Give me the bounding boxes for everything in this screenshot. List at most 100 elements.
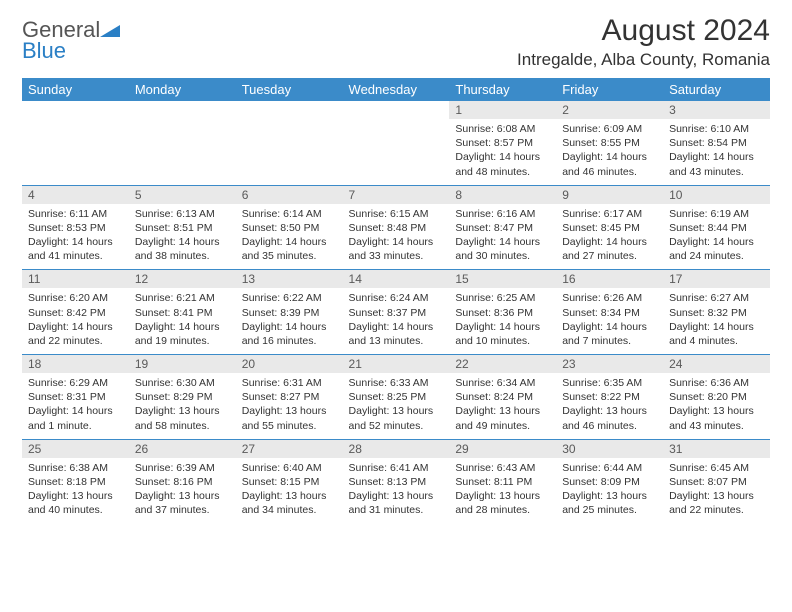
sunrise-text: Sunrise: 6:33 AM (349, 376, 444, 390)
calendar-day-cell: 16Sunrise: 6:26 AMSunset: 8:34 PMDayligh… (556, 269, 663, 354)
title-block: August 2024 Intregalde, Alba County, Rom… (517, 14, 770, 70)
sunrise-text: Sunrise: 6:20 AM (28, 291, 123, 305)
calendar-day-cell: 5Sunrise: 6:13 AMSunset: 8:51 PMDaylight… (129, 185, 236, 270)
sunset-text: Sunset: 8:24 PM (455, 390, 550, 404)
sunset-text: Sunset: 8:57 PM (455, 136, 550, 150)
day-number: 14 (343, 269, 450, 288)
calendar-day-cell: 13Sunrise: 6:22 AMSunset: 8:39 PMDayligh… (236, 269, 343, 354)
day-content: Sunrise: 6:29 AMSunset: 8:31 PMDaylight:… (22, 373, 129, 439)
daylight-text: Daylight: 14 hours and 10 minutes. (455, 320, 550, 348)
calendar-day-cell (22, 101, 129, 185)
sunrise-text: Sunrise: 6:29 AM (28, 376, 123, 390)
day-header: Sunday (22, 78, 129, 101)
sunrise-text: Sunrise: 6:38 AM (28, 461, 123, 475)
calendar-week-row: 4Sunrise: 6:11 AMSunset: 8:53 PMDaylight… (22, 185, 770, 270)
daylight-text: Daylight: 14 hours and 48 minutes. (455, 150, 550, 178)
day-content: Sunrise: 6:27 AMSunset: 8:32 PMDaylight:… (663, 288, 770, 354)
daylight-text: Daylight: 13 hours and 40 minutes. (28, 489, 123, 517)
sunrise-text: Sunrise: 6:09 AM (562, 122, 657, 136)
day-number: 19 (129, 354, 236, 373)
daylight-text: Daylight: 14 hours and 19 minutes. (135, 320, 230, 348)
calendar-day-cell: 1 Sunrise: 6:08 AMSunset: 8:57 PMDaylight… (449, 101, 556, 185)
day-content: Sunrise: 6:16 AMSunset: 8:47 PMDaylight:… (449, 204, 556, 270)
day-number: 27 (236, 439, 343, 458)
sunset-text: Sunset: 8:07 PM (669, 475, 764, 489)
sunrise-text: Sunrise: 6:24 AM (349, 291, 444, 305)
day-content: Sunrise: 6:45 AMSunset: 8:07 PMDaylight:… (663, 458, 770, 524)
sunset-text: Sunset: 8:44 PM (669, 221, 764, 235)
day-content: Sunrise: 6:09 AMSunset: 8:55 PMDaylight:… (556, 119, 663, 185)
sunset-text: Sunset: 8:47 PM (455, 221, 550, 235)
calendar-header-row: Sunday Monday Tuesday Wednesday Thursday… (22, 78, 770, 101)
sunset-text: Sunset: 8:51 PM (135, 221, 230, 235)
day-content: Sunrise: 6:34 AMSunset: 8:24 PMDaylight:… (449, 373, 556, 439)
calendar-day-cell: 3Sunrise: 6:10 AMSunset: 8:54 PMDaylight… (663, 101, 770, 185)
day-number: 20 (236, 354, 343, 373)
sunset-text: Sunset: 8:45 PM (562, 221, 657, 235)
sunrise-text: Sunrise: 6:19 AM (669, 207, 764, 221)
sunset-text: Sunset: 8:29 PM (135, 390, 230, 404)
calendar-day-cell: 17Sunrise: 6:27 AMSunset: 8:32 PMDayligh… (663, 269, 770, 354)
day-number: 13 (236, 269, 343, 288)
sunrise-text: Sunrise: 6:27 AM (669, 291, 764, 305)
calendar-day-cell: 4Sunrise: 6:11 AMSunset: 8:53 PMDaylight… (22, 185, 129, 270)
daylight-text: Daylight: 14 hours and 30 minutes. (455, 235, 550, 263)
day-content: Sunrise: 6:40 AMSunset: 8:15 PMDaylight:… (236, 458, 343, 524)
day-number: 10 (663, 185, 770, 204)
sunrise-text: Sunrise: 6:43 AM (455, 461, 550, 475)
calendar-day-cell: 28Sunrise: 6:41 AMSunset: 8:13 PMDayligh… (343, 439, 450, 524)
sunset-text: Sunset: 8:55 PM (562, 136, 657, 150)
sunrise-text: Sunrise: 6:36 AM (669, 376, 764, 390)
day-content: Sunrise: 6:21 AMSunset: 8:41 PMDaylight:… (129, 288, 236, 354)
calendar-day-cell: 8Sunrise: 6:16 AMSunset: 8:47 PMDaylight… (449, 185, 556, 270)
sunrise-text: Sunrise: 6:08 AM (455, 122, 550, 136)
day-content: Sunrise: 6:14 AMSunset: 8:50 PMDaylight:… (236, 204, 343, 270)
sunrise-text: Sunrise: 6:31 AM (242, 376, 337, 390)
month-title: August 2024 (517, 14, 770, 48)
calendar-day-cell: 27Sunrise: 6:40 AMSunset: 8:15 PMDayligh… (236, 439, 343, 524)
day-content: Sunrise: 6:26 AMSunset: 8:34 PMDaylight:… (556, 288, 663, 354)
day-number: 2 (556, 101, 663, 119)
calendar-body: 1Sunrise: 6:08 AMSunset: 8:57 PMDaylight… (22, 101, 770, 523)
day-number: 25 (22, 439, 129, 458)
day-content: Sunrise: 6:25 AMSunset: 8:36 PMDaylight:… (449, 288, 556, 354)
logo-word2: Blue (22, 38, 66, 63)
daylight-text: Daylight: 14 hours and 13 minutes. (349, 320, 444, 348)
sunrise-text: Sunrise: 6:26 AM (562, 291, 657, 305)
daylight-text: Daylight: 14 hours and 35 minutes. (242, 235, 337, 263)
calendar-day-cell: 7Sunrise: 6:15 AMSunset: 8:48 PMDaylight… (343, 185, 450, 270)
sunrise-text: Sunrise: 6:25 AM (455, 291, 550, 305)
sunset-text: Sunset: 8:54 PM (669, 136, 764, 150)
daylight-text: Daylight: 14 hours and 33 minutes. (349, 235, 444, 263)
day-content: Sunrise: 6:35 AMSunset: 8:22 PMDaylight:… (556, 373, 663, 439)
daylight-text: Daylight: 13 hours and 22 minutes. (669, 489, 764, 517)
sunset-text: Sunset: 8:32 PM (669, 306, 764, 320)
day-number: 28 (343, 439, 450, 458)
sunset-text: Sunset: 8:16 PM (135, 475, 230, 489)
sunrise-text: Sunrise: 6:11 AM (28, 207, 123, 221)
calendar-day-cell: 23Sunrise: 6:35 AMSunset: 8:22 PMDayligh… (556, 354, 663, 439)
calendar-day-cell: 6Sunrise: 6:14 AMSunset: 8:50 PMDaylight… (236, 185, 343, 270)
calendar-day-cell: 9Sunrise: 6:17 AMSunset: 8:45 PMDaylight… (556, 185, 663, 270)
day-content: Sunrise: 6:11 AMSunset: 8:53 PMDaylight:… (22, 204, 129, 270)
daylight-text: Daylight: 14 hours and 43 minutes. (669, 150, 764, 178)
day-number: 6 (236, 185, 343, 204)
day-content: Sunrise: 6:41 AMSunset: 8:13 PMDaylight:… (343, 458, 450, 524)
calendar-day-cell: 10Sunrise: 6:19 AMSunset: 8:44 PMDayligh… (663, 185, 770, 270)
calendar-day-cell: 20Sunrise: 6:31 AMSunset: 8:27 PMDayligh… (236, 354, 343, 439)
sunset-text: Sunset: 8:34 PM (562, 306, 657, 320)
day-content: Sunrise: 6:15 AMSunset: 8:48 PMDaylight:… (343, 204, 450, 270)
day-number: 29 (449, 439, 556, 458)
day-number: 1 (449, 101, 556, 119)
calendar-day-cell: 19Sunrise: 6:30 AMSunset: 8:29 PMDayligh… (129, 354, 236, 439)
day-number: 24 (663, 354, 770, 373)
day-content: Sunrise: 6:13 AMSunset: 8:51 PMDaylight:… (129, 204, 236, 270)
daylight-text: Daylight: 14 hours and 1 minute. (28, 404, 123, 432)
daylight-text: Daylight: 13 hours and 46 minutes. (562, 404, 657, 432)
sunset-text: Sunset: 8:42 PM (28, 306, 123, 320)
calendar-day-cell: 25Sunrise: 6:38 AMSunset: 8:18 PMDayligh… (22, 439, 129, 524)
day-header: Tuesday (236, 78, 343, 101)
day-content: Sunrise: 6:43 AMSunset: 8:11 PMDaylight:… (449, 458, 556, 524)
day-content: Sunrise: 6:10 AMSunset: 8:54 PMDaylight:… (663, 119, 770, 185)
day-number: 17 (663, 269, 770, 288)
